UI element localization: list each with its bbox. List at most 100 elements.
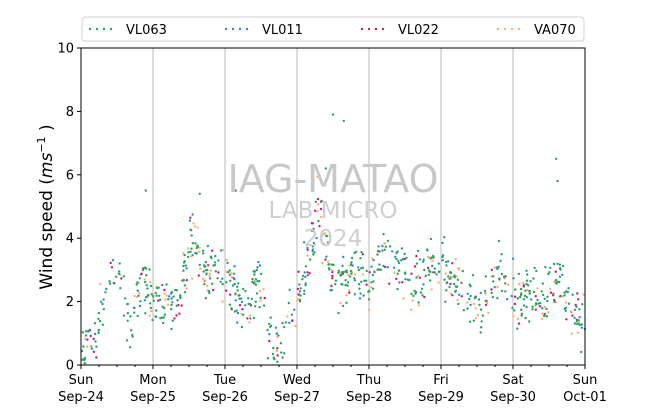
data-point — [359, 257, 362, 260]
data-point — [112, 282, 115, 285]
data-point — [469, 303, 472, 307]
data-point — [466, 301, 469, 304]
data-point — [175, 314, 178, 317]
data-point — [297, 293, 300, 296]
data-point — [392, 266, 396, 269]
data-point — [372, 280, 375, 283]
data-point — [357, 283, 361, 286]
data-point — [124, 297, 127, 300]
data-point — [521, 282, 525, 285]
data-point — [143, 278, 146, 281]
data-point — [531, 308, 534, 311]
data-point — [202, 252, 205, 255]
data-point — [445, 260, 448, 264]
data-point — [135, 283, 138, 286]
data-point — [196, 226, 199, 229]
data-point — [204, 268, 208, 272]
data-point — [450, 277, 453, 280]
data-point — [312, 253, 315, 256]
data-point — [545, 315, 549, 318]
data-point — [205, 284, 209, 288]
data-point — [170, 307, 173, 311]
data-point — [462, 309, 465, 312]
data-point — [386, 266, 389, 269]
data-point — [207, 289, 211, 293]
data-point — [348, 289, 351, 292]
data-point — [559, 268, 562, 271]
data-point — [546, 295, 549, 298]
data-point — [211, 282, 214, 285]
data-point — [97, 311, 101, 315]
data-point — [487, 311, 490, 314]
data-point — [369, 286, 373, 289]
data-point — [577, 319, 580, 322]
data-point — [306, 274, 309, 277]
data-point — [158, 298, 162, 301]
data-point — [502, 275, 506, 278]
data-point — [396, 287, 399, 291]
data-point — [511, 306, 514, 310]
data-point — [275, 349, 279, 353]
data-point — [167, 295, 171, 298]
data-point — [92, 337, 95, 341]
data-point — [302, 241, 306, 244]
data-point — [317, 219, 320, 223]
data-point — [119, 287, 122, 290]
legend-marker — [381, 27, 385, 31]
data-point — [554, 278, 558, 282]
data-point — [500, 272, 504, 276]
data-point — [229, 279, 232, 282]
data-point — [362, 294, 365, 297]
data-point — [353, 293, 357, 296]
data-point — [410, 272, 413, 275]
data-point — [575, 322, 579, 325]
data-point — [423, 268, 426, 272]
legend-marker — [360, 27, 364, 31]
data-point — [162, 321, 165, 325]
data-point — [424, 274, 427, 277]
x-tick-label-date: Sep-29 — [418, 390, 464, 405]
data-point — [306, 246, 309, 250]
data-point — [371, 287, 375, 290]
data-point — [355, 250, 358, 254]
data-point — [118, 270, 121, 273]
data-point — [415, 262, 419, 265]
data-point — [325, 234, 328, 238]
data-point — [110, 266, 114, 269]
data-point — [291, 319, 294, 322]
data-point — [298, 283, 301, 286]
data-point — [138, 304, 142, 308]
data-point — [481, 314, 485, 317]
data-point — [523, 294, 527, 297]
data-point — [552, 292, 555, 295]
data-point — [272, 356, 275, 359]
data-point — [92, 350, 96, 353]
data-point — [140, 272, 143, 275]
data-point — [148, 314, 151, 317]
data-point — [230, 271, 233, 275]
data-point — [297, 270, 300, 273]
data-point — [423, 295, 426, 299]
data-point — [255, 292, 259, 295]
data-point — [324, 232, 327, 235]
data-point — [234, 189, 237, 192]
data-point — [290, 313, 294, 316]
data-point — [309, 258, 312, 261]
data-point — [541, 307, 544, 310]
data-point — [533, 266, 536, 270]
data-point — [553, 298, 556, 302]
data-point — [274, 326, 278, 329]
data-point — [539, 301, 542, 305]
data-point — [137, 294, 140, 297]
data-point — [416, 274, 420, 277]
data-point — [359, 267, 363, 270]
data-point — [561, 295, 564, 298]
data-point — [136, 281, 139, 284]
data-point — [101, 302, 104, 306]
data-point — [163, 306, 166, 310]
data-point — [382, 232, 385, 236]
data-point — [384, 245, 387, 248]
data-point — [426, 266, 430, 270]
data-point — [258, 264, 262, 267]
data-point — [506, 283, 510, 286]
